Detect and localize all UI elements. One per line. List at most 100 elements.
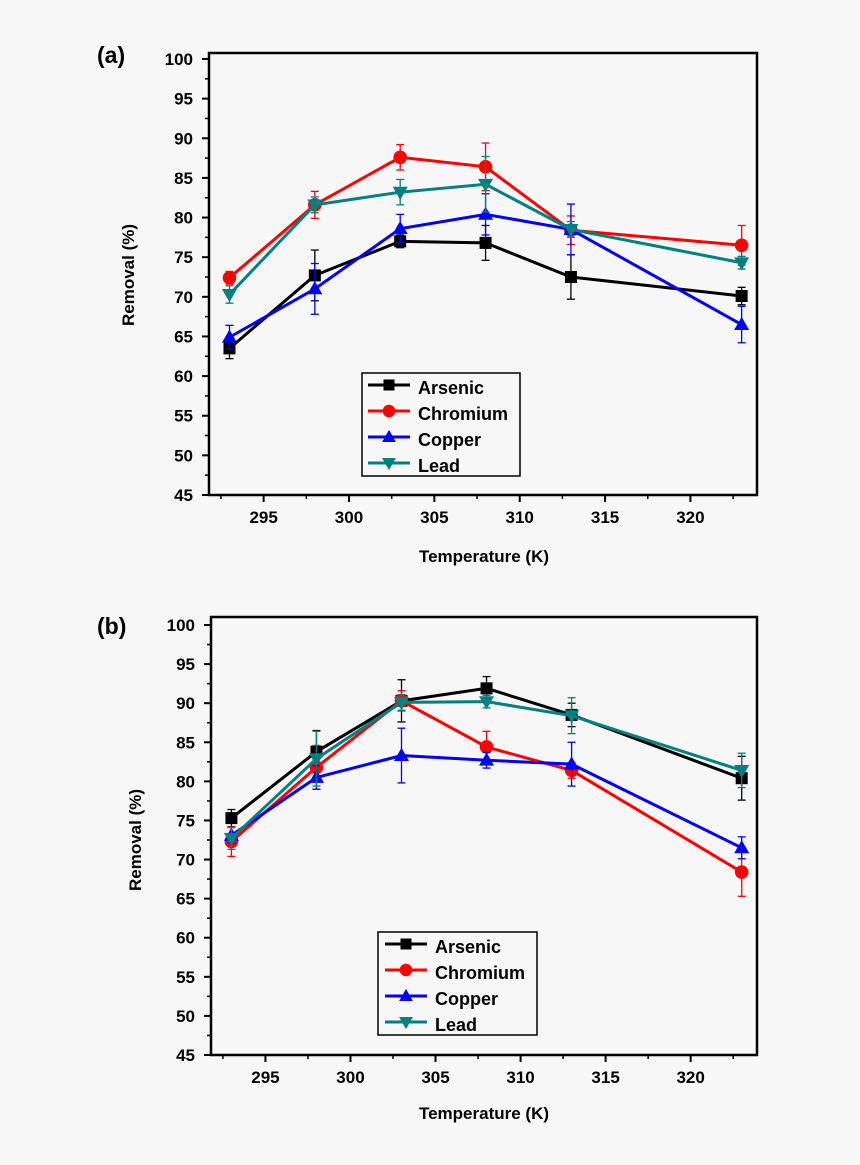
legend-box	[377, 931, 538, 1036]
y-tick-label: 65	[174, 327, 193, 346]
y-tick-label: 75	[174, 248, 193, 267]
data-point	[734, 238, 749, 253]
y-tick-label: 70	[174, 288, 193, 307]
series-line	[230, 754, 743, 850]
y-tick-label: 55	[174, 407, 193, 426]
y-tick-label: 100	[165, 50, 193, 69]
legend-marker	[399, 1017, 413, 1030]
plot-frame	[207, 51, 759, 497]
data-point	[479, 752, 495, 766]
x-tick-label: 300	[336, 1068, 364, 1087]
y-tick-label: 70	[176, 851, 195, 870]
data-point	[564, 271, 577, 283]
data-point	[307, 199, 323, 213]
data-point	[564, 710, 580, 724]
series-line	[228, 239, 742, 350]
y-tick-label: 65	[176, 890, 195, 909]
data-point	[221, 329, 237, 343]
x-tick-label: 320	[676, 508, 704, 527]
legend-label-lead: Lead	[435, 1015, 477, 1035]
y-tick-label: 95	[176, 655, 195, 674]
data-point	[734, 257, 750, 271]
data-point	[222, 270, 237, 285]
data-point	[392, 186, 408, 200]
legend-label-arsenic: Arsenic	[435, 937, 501, 957]
legend-marker	[399, 963, 413, 977]
y-axis-title: Removal (%)	[119, 224, 138, 326]
legend-label-lead: Lead	[418, 456, 460, 476]
y-tick-label: 50	[176, 1007, 195, 1026]
x-tick-label: 310	[506, 508, 534, 527]
panel-b: (b) Temperature (K) Removal (%) 45 50 55 60…	[97, 613, 759, 1123]
legend-marker	[382, 404, 396, 418]
x-tick-label: 315	[591, 1068, 619, 1087]
series-line	[228, 182, 742, 296]
y-tick-label: 60	[174, 367, 193, 386]
data-point	[735, 290, 748, 303]
series-arsenic	[223, 224, 748, 360]
y-axis-title: Removal (%)	[126, 789, 145, 891]
data-point	[734, 316, 750, 330]
legend-marker	[400, 938, 412, 950]
data-point	[221, 289, 237, 303]
data-point	[564, 756, 580, 770]
y-tick-label: 75	[176, 811, 195, 830]
plot-frame	[209, 615, 759, 1057]
legend-box	[361, 372, 521, 477]
data-point	[734, 865, 749, 879]
series-line	[228, 212, 743, 339]
y-tick-label: 45	[176, 1046, 195, 1065]
legend-marker	[382, 429, 396, 442]
data-point	[393, 150, 408, 165]
data-point	[478, 178, 494, 193]
legend: Arsenic Chromium Copper Lead	[377, 931, 538, 1036]
x-tick-label: 305	[420, 508, 448, 527]
x-tick-label: 300	[335, 508, 363, 527]
y-tick-label: 55	[176, 968, 195, 987]
data-point	[479, 740, 494, 754]
data-point	[394, 747, 410, 761]
data-point	[223, 833, 239, 847]
legend: Arsenic Chromium Copper Lead	[361, 372, 521, 477]
legend-marker	[383, 379, 395, 391]
data-point	[392, 220, 408, 235]
x-tick-label: 295	[249, 508, 277, 527]
y-tick-label: 100	[167, 616, 195, 635]
x-tick-label: 320	[676, 1068, 704, 1087]
y-tick-label: 90	[176, 694, 195, 713]
data-point	[478, 206, 494, 220]
y-tick-label: 80	[174, 209, 193, 228]
data-point	[734, 840, 750, 854]
data-point	[480, 682, 493, 695]
data-point	[563, 224, 579, 238]
data-point	[225, 812, 238, 825]
x-tick-label: 305	[421, 1068, 449, 1087]
series-line	[230, 699, 743, 874]
y-tick-label: 50	[174, 446, 193, 465]
y-tick-label: 85	[174, 169, 193, 188]
y-tick-label: 85	[176, 733, 195, 752]
data-point	[307, 281, 323, 295]
x-tick-label: 310	[506, 1068, 534, 1087]
panel-label: (a)	[97, 42, 125, 68]
y-tick-label: 60	[176, 929, 195, 948]
series-lead	[223, 693, 750, 851]
data-point	[479, 696, 495, 710]
series-chromium	[224, 690, 749, 897]
legend-label-chromium: Chromium	[418, 404, 508, 424]
series-line	[230, 700, 743, 840]
panel-label: (b)	[97, 613, 126, 639]
x-axis-title: Temperature (K)	[419, 547, 549, 566]
legend-label-copper: Copper	[435, 989, 498, 1009]
x-axis-title: Temperature (K)	[419, 1104, 549, 1123]
panel-a: (a) Temperature (K) Removal (%) 45 50 55 60…	[97, 42, 759, 566]
y-tick-label: 95	[174, 90, 193, 109]
legend-marker	[399, 988, 413, 1001]
y-tick-label: 80	[176, 772, 195, 791]
legend-label-arsenic: Arsenic	[418, 378, 484, 398]
data-point	[479, 236, 492, 249]
legend-label-copper: Copper	[418, 430, 481, 450]
legend-marker	[382, 458, 396, 471]
x-tick-label: 295	[251, 1068, 279, 1087]
